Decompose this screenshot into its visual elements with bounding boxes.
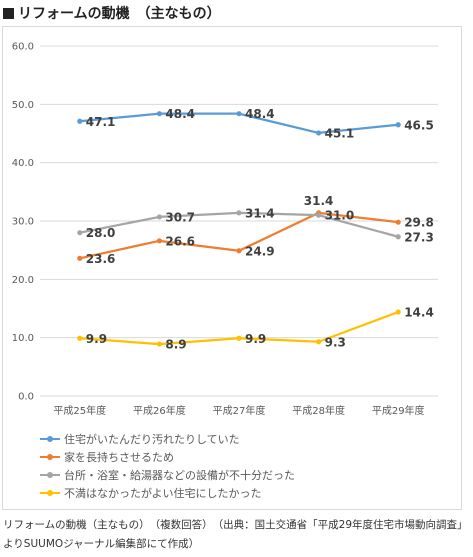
data-label: 9.9 (86, 332, 107, 346)
legend-item: 台所・浴室・給湯器などの設備が不十分だった (40, 466, 295, 484)
x-tick-label: 平成27年度 (213, 404, 266, 417)
legend-item: 不満はなかったがよい住宅にしたかった (40, 484, 295, 502)
data-point (77, 255, 83, 261)
data-point (316, 212, 322, 218)
chart-legend: 住宅がいたんだり汚れたりしていた 家を長持ちさせるため台所・浴室・給湯器などの設備… (40, 430, 295, 502)
data-point (236, 210, 242, 216)
data-label: 30.7 (165, 210, 195, 224)
y-tick-label: 50.0 (12, 100, 34, 111)
source-caption: リフォームの動機（主なもの） （複数回答） （出典：国土交通省「平成29年度住宅… (3, 519, 468, 550)
data-point (156, 238, 162, 244)
legend-label: 台所・浴室・給湯器などの設備が不十分だった (64, 469, 295, 482)
line-chart: 0.0 10.0 20.0 30.0 40.0 50.0 60.0 平成25年度 平成26年度 平… (12, 42, 438, 417)
y-tick-label: 40.0 (12, 158, 34, 169)
data-label: 24.9 (245, 244, 275, 258)
legend-label: 住宅がいたんだり汚れたりしていた (64, 433, 240, 446)
data-label: 9.3 (325, 335, 346, 349)
data-point (395, 122, 401, 128)
data-label: 31.4 (245, 206, 275, 220)
data-label: 47.1 (86, 115, 116, 129)
x-tick-label: 平成26年度 (133, 404, 186, 417)
legend-label: 家を長持ちさせるため (64, 451, 174, 464)
data-label: 31.0 (325, 209, 355, 223)
data-label: 8.9 (165, 338, 186, 352)
data-label: 29.8 (404, 216, 434, 230)
data-label: 9.9 (245, 332, 266, 346)
legend-item: 家を長持ちさせるため (40, 448, 295, 466)
data-label: 23.6 (86, 252, 116, 266)
square-bullet-icon (3, 8, 14, 19)
legend-swatch (40, 470, 60, 480)
y-tick-label: 0.0 (18, 392, 34, 403)
chart-heading-text: リフォームの動機 （主なもの） (18, 6, 221, 22)
x-tick-label: 平成28年度 (292, 404, 345, 417)
data-label: 27.3 (404, 230, 434, 244)
data-point (77, 230, 83, 236)
legend-swatch (40, 434, 60, 444)
data-label: 28.0 (86, 226, 116, 240)
data-label: 14.4 (404, 306, 434, 320)
legend-swatch (40, 488, 60, 498)
y-tick-label: 20.0 (12, 275, 34, 286)
data-point (316, 339, 322, 345)
data-point (236, 335, 242, 341)
data-point (395, 309, 401, 315)
x-tick-label: 平成29年度 (372, 404, 425, 417)
data-point (156, 341, 162, 347)
chart-heading: リフォームの動機 （主なもの） (3, 3, 221, 23)
legend-label: 不満はなかったがよい住宅にしたかった (64, 487, 262, 500)
data-label: 26.6 (165, 234, 195, 248)
data-point (236, 111, 242, 117)
data-point (77, 118, 83, 124)
data-label: 46.5 (404, 118, 434, 132)
data-point (395, 219, 401, 225)
data-point (316, 130, 322, 136)
data-label: 45.1 (325, 126, 355, 140)
y-tick-label: 30.0 (12, 217, 34, 228)
data-label: 31.4 (304, 194, 334, 208)
x-tick-label: 平成25年度 (53, 404, 106, 417)
data-point (156, 111, 162, 117)
legend-swatch (40, 452, 60, 462)
data-point (236, 248, 242, 254)
data-label: 48.4 (165, 107, 195, 121)
data-label: 48.4 (245, 107, 275, 121)
y-tick-label: 10.0 (12, 333, 34, 344)
legend-item: 住宅がいたんだり汚れたりしていた (40, 430, 295, 448)
chart-frame (2, 26, 462, 510)
data-point (156, 214, 162, 220)
y-tick-label: 60.0 (12, 42, 34, 53)
data-point (77, 335, 83, 341)
data-point (395, 234, 401, 240)
